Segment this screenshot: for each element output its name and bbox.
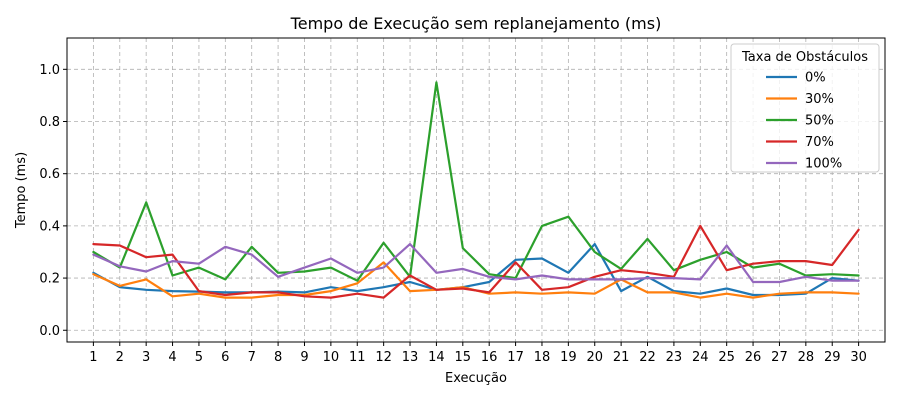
- x-axis: 1 2 3 4 5 6 7 8 9 10 11 12 13 14 15 16 17 18 19 20 21 22 23 24 2…: [89, 342, 867, 365]
- x-tick-label: 20: [586, 350, 603, 365]
- x-tick-label: 29: [824, 350, 841, 365]
- x-tick-label: 17: [507, 350, 524, 365]
- x-tick-label: 26: [745, 350, 762, 365]
- y-axis-title: Tempo (ms): [14, 152, 29, 229]
- x-tick-label: 22: [639, 350, 656, 365]
- x-tick-label: 7: [248, 350, 256, 365]
- x-tick-label: 14: [428, 350, 445, 365]
- x-tick-label: 19: [560, 350, 577, 365]
- legend-label: 30%: [805, 92, 834, 107]
- x-tick-label: 3: [142, 350, 150, 365]
- y-axis: 0.0 0.2 0.4 0.6 0.8 1.0: [39, 63, 67, 339]
- x-tick-label: 5: [195, 350, 203, 365]
- x-tick-label: 4: [168, 350, 176, 365]
- legend: Taxa de Obstáculos 0% 30% 50% 70% 100%: [730, 43, 880, 173]
- series-line: [92, 243, 860, 284]
- plot-frame: [66, 37, 886, 343]
- x-tick-label: 8: [274, 350, 282, 365]
- x-tick-label: 6: [221, 350, 229, 365]
- legend-label: 50%: [805, 114, 834, 129]
- series-line: [92, 243, 860, 297]
- series-lines: [92, 81, 860, 299]
- legend-title: Taxa de Obstáculos: [741, 50, 868, 65]
- x-axis-title: Execução: [445, 371, 507, 386]
- y-tick-label: 0.4: [39, 219, 60, 234]
- x-tick-label: 15: [455, 350, 472, 365]
- series-line: [92, 224, 860, 299]
- x-tick-label: 13: [402, 350, 419, 365]
- y-tick-label: 0.2: [39, 272, 60, 287]
- x-tick-label: 12: [375, 350, 392, 365]
- x-tick-label: 25: [718, 350, 735, 365]
- y-tick-label: 0.0: [39, 324, 60, 339]
- x-tick-label: 28: [798, 350, 815, 365]
- x-tick-label: 9: [300, 350, 308, 365]
- legend-label: 0%: [805, 71, 826, 86]
- x-tick-label: 16: [481, 350, 498, 365]
- x-tick-label: 30: [850, 350, 867, 365]
- x-tick-label: 18: [534, 350, 551, 365]
- x-tick-label: 11: [349, 350, 366, 365]
- legend-label: 70%: [805, 135, 834, 150]
- series-line: [92, 81, 860, 282]
- y-tick-label: 0.6: [39, 167, 60, 182]
- y-tick-label: 0.8: [39, 115, 60, 130]
- legend-label: 100%: [805, 157, 842, 172]
- x-tick-label: 10: [323, 350, 340, 365]
- x-tick-label: 21: [613, 350, 630, 365]
- x-tick-label: 23: [666, 350, 683, 365]
- chart-title: Tempo de Execução sem replanejamento (ms…: [290, 14, 662, 33]
- x-tick-label: 27: [771, 350, 788, 365]
- y-tick-label: 1.0: [39, 63, 60, 78]
- x-tick-label: 2: [116, 350, 124, 365]
- x-tick-label: 24: [692, 350, 709, 365]
- x-tick-label: 1: [89, 350, 97, 365]
